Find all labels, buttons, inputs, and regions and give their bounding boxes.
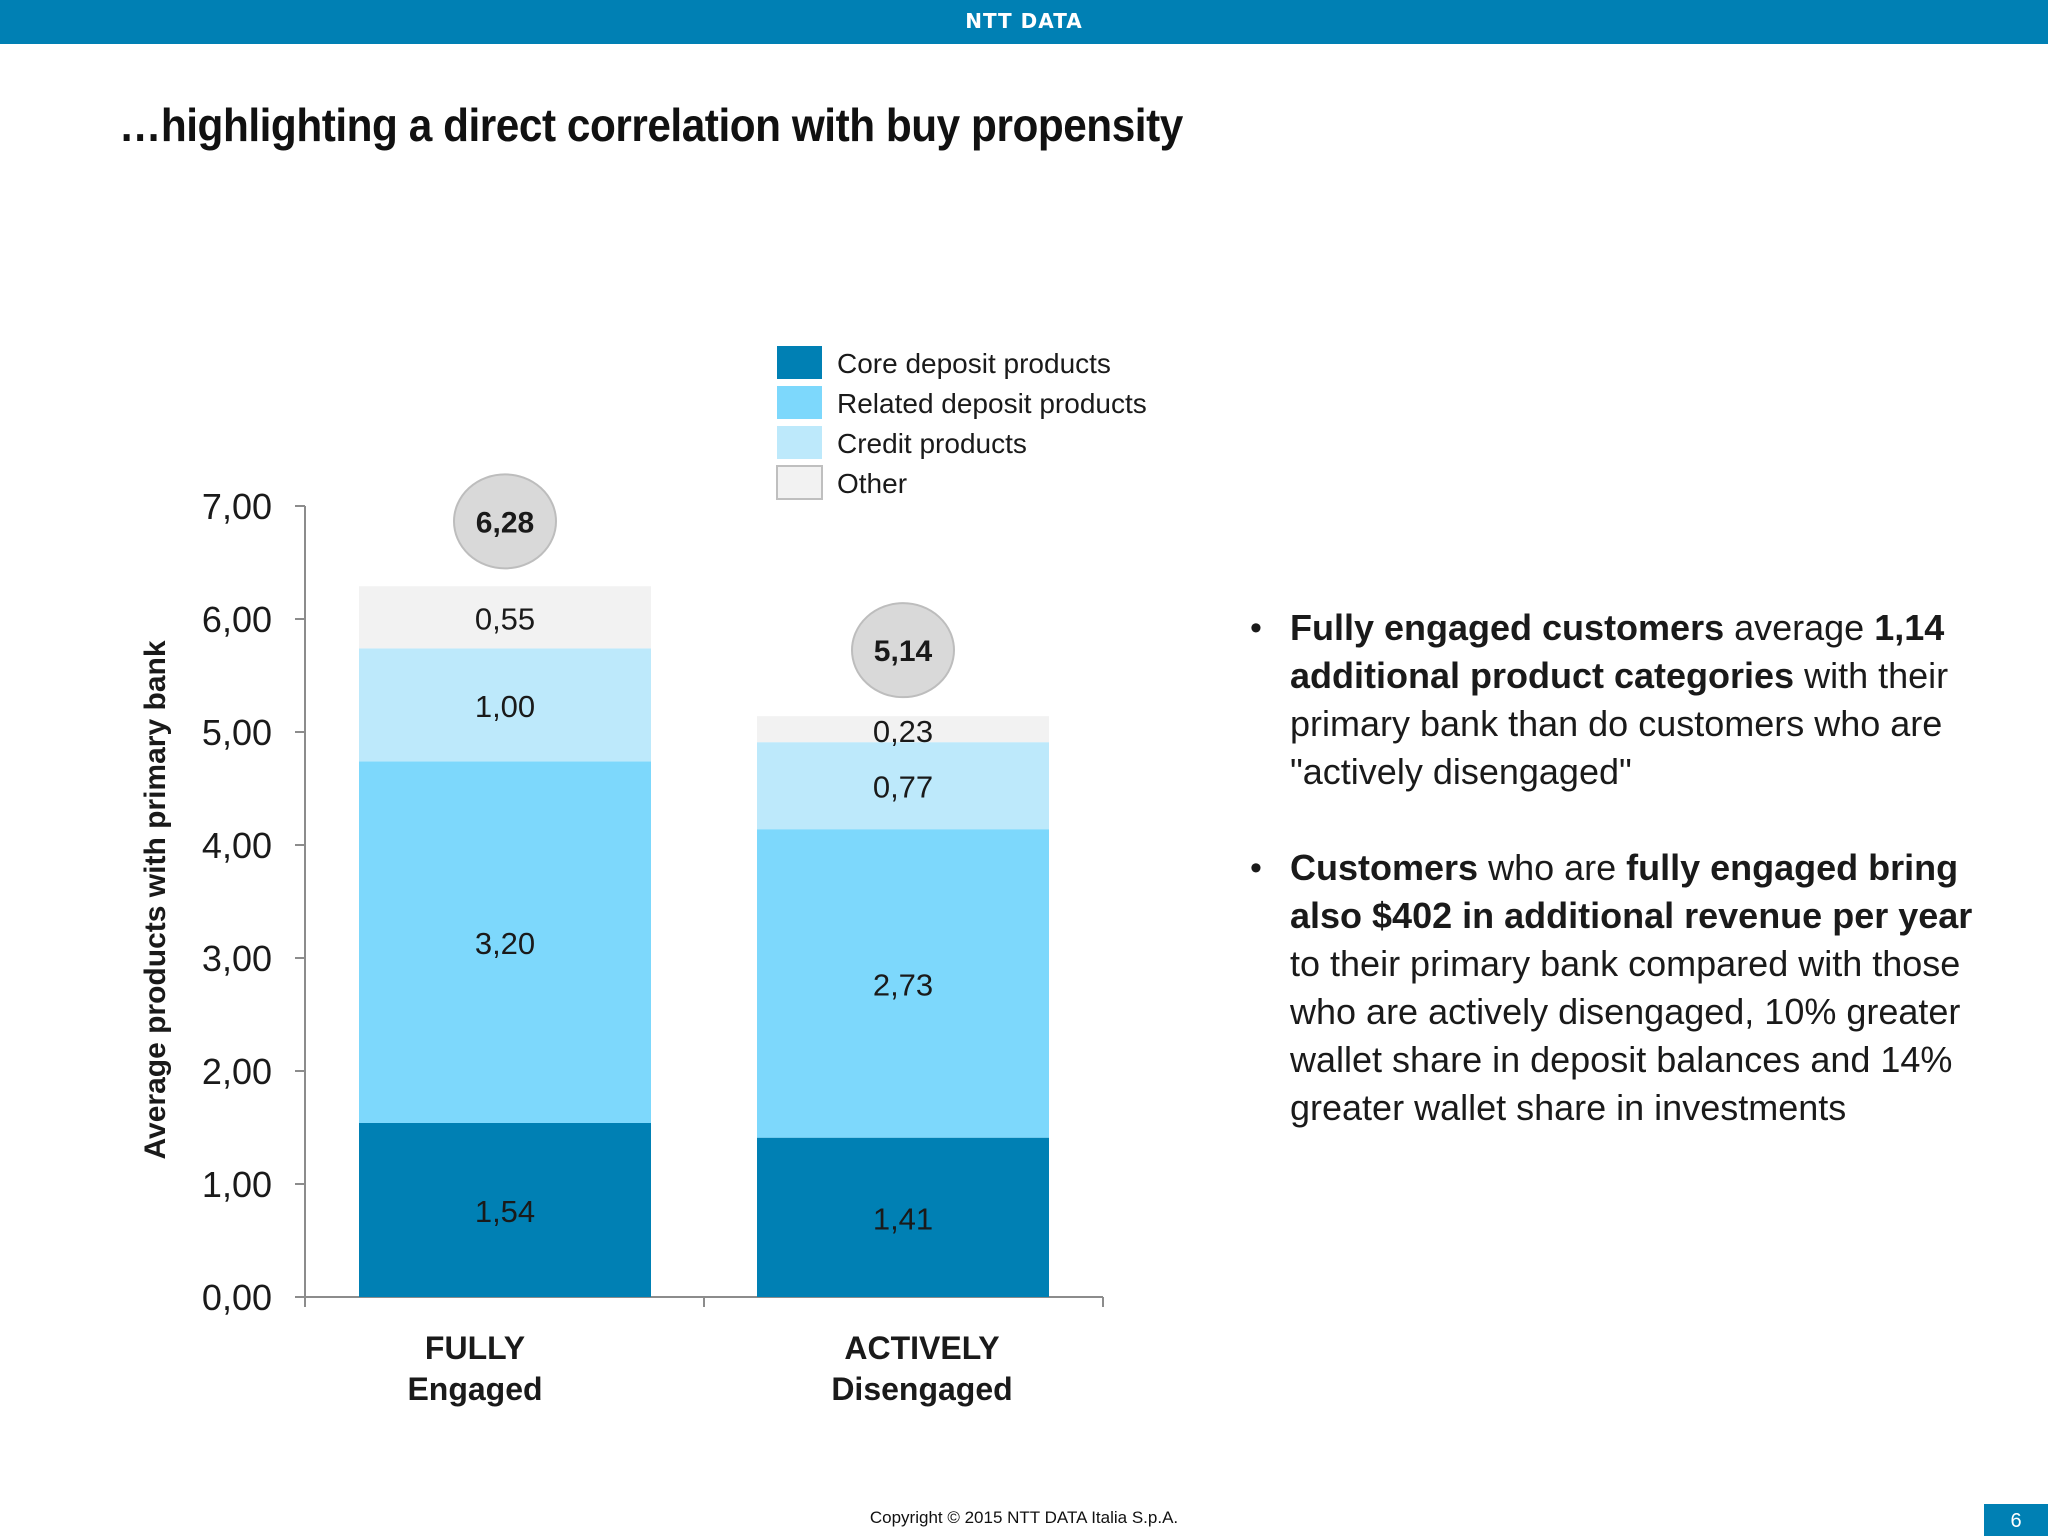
y-axis-label: Average products with primary bank [139, 640, 172, 1159]
category-label: FULLY [425, 1330, 525, 1366]
y-tick-label: 2,00 [202, 1051, 272, 1092]
y-tick-label: 1,00 [202, 1164, 272, 1205]
bar-segment [757, 716, 1049, 743]
data-label: 2,73 [873, 967, 933, 1002]
bar-segment [359, 586, 651, 649]
bullet-text: with their primary bank than do customer… [1290, 655, 1949, 792]
total-bubble [851, 602, 955, 699]
legend-swatch [777, 346, 822, 379]
bullet-bold-text: fully engaged bring also $402 in additio… [1290, 847, 1973, 936]
total-label: 5,14 [874, 635, 933, 668]
y-tick-label: 7,00 [202, 486, 272, 527]
bullet-bold-text: Fully engaged customers [1290, 607, 1725, 648]
data-label: 0,77 [873, 770, 933, 805]
bullet-text: who are [1478, 847, 1627, 888]
bullet-text: to their primary bank compared with thos… [1290, 943, 1961, 1128]
y-tick-label: 0,00 [202, 1277, 272, 1318]
bullet-bold-text: 1,14 additional product categories [1290, 607, 1945, 696]
bar-segment [359, 761, 651, 1123]
legend-label: Related deposit products [837, 388, 1147, 419]
bar-segment [757, 829, 1049, 1138]
bar-segment [359, 648, 651, 762]
category-label: ACTIVELY [844, 1330, 999, 1366]
copyright-footer: Copyright © 2015 NTT DATA Italia S.p.A. [869, 1508, 1179, 1527]
bar-segment [757, 1137, 1049, 1297]
category-label: Engaged [407, 1371, 542, 1407]
data-label: 3,20 [475, 926, 535, 961]
ntt-data-logo: NTT DATA [965, 9, 1083, 33]
slide-title: …highlighting a direct correlation with … [119, 99, 1183, 151]
bullet-item: Customers who are fully engaged bring al… [1250, 844, 1990, 1132]
bar-segment [757, 742, 1049, 830]
legend-swatch [777, 426, 822, 459]
bar-segment [359, 1122, 651, 1297]
bullet-bold-text: Customers [1290, 847, 1479, 888]
bullet-text: average [1724, 607, 1875, 648]
y-tick-label: 4,00 [202, 825, 272, 866]
legend-label: Core deposit products [837, 348, 1111, 379]
bullet-list: Fully engaged customers average 1,14 add… [1250, 604, 1990, 1180]
legend-swatch [776, 465, 823, 500]
bullet-item: Fully engaged customers average 1,14 add… [1250, 604, 1990, 796]
category-label: Disengaged [831, 1371, 1012, 1407]
data-label: 0,55 [475, 601, 535, 636]
data-label: 0,23 [873, 714, 933, 749]
legend-label: Other [837, 468, 907, 499]
data-label: 1,54 [475, 1194, 535, 1229]
y-tick-label: 6,00 [202, 599, 272, 640]
total-bubble [453, 473, 557, 570]
page-number: 6 [1984, 1504, 2048, 1536]
top-bar: NTT DATA [0, 0, 2048, 44]
data-label: 1,00 [475, 689, 535, 724]
y-tick-label: 3,00 [202, 938, 272, 979]
data-label: 1,41 [873, 1201, 933, 1236]
legend-label: Credit products [837, 428, 1027, 459]
y-tick-label: 5,00 [202, 712, 272, 753]
total-label: 6,28 [476, 506, 534, 539]
legend-swatch [777, 386, 822, 419]
